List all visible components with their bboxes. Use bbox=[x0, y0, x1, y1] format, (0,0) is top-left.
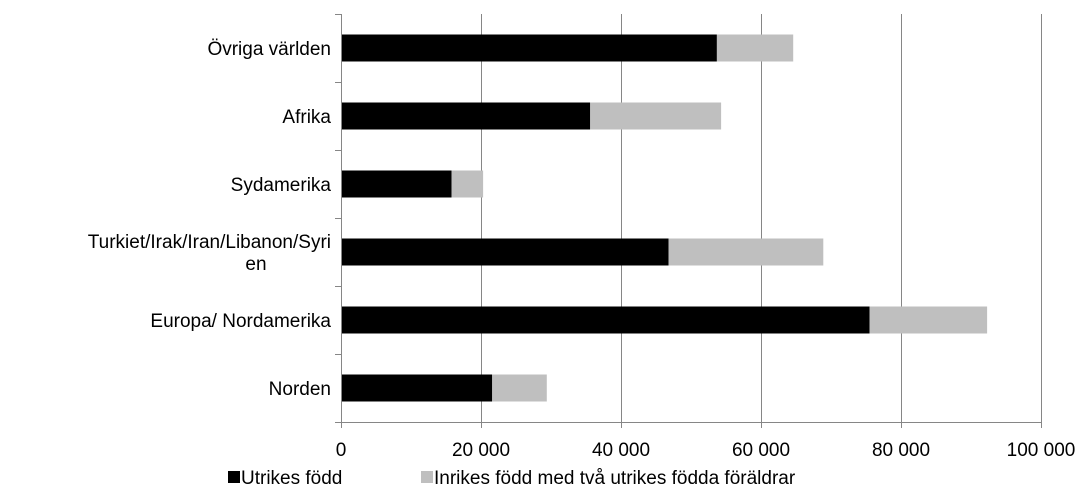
bar-inrikes-fodd bbox=[451, 170, 484, 198]
bar-inrikes-fodd bbox=[716, 34, 794, 62]
gridlines bbox=[481, 14, 1042, 422]
x-tick-label: 100 000 bbox=[1007, 440, 1076, 461]
bar-inrikes-fodd bbox=[492, 374, 547, 402]
axes bbox=[335, 14, 1042, 428]
category-label: Sydamerika bbox=[231, 175, 332, 196]
x-tick-label: 60 000 bbox=[732, 440, 790, 461]
bar-inrikes-fodd bbox=[590, 102, 722, 130]
x-tick-label: 80 000 bbox=[872, 440, 930, 461]
bar-utrikes-fodd bbox=[341, 34, 717, 62]
x-tick-label: 20 000 bbox=[452, 440, 510, 461]
category-label: Europa/ Nordamerika bbox=[150, 311, 331, 332]
category-label: Afrika bbox=[282, 107, 331, 128]
bar-utrikes-fodd bbox=[341, 306, 870, 334]
bar-utrikes-fodd bbox=[341, 238, 669, 266]
bars bbox=[341, 34, 988, 402]
category-label: Turkiet/Irak/Iran/Libanon/Syri bbox=[88, 232, 331, 253]
bar-utrikes-fodd bbox=[341, 374, 493, 402]
legend-swatch-utrikes-fodd bbox=[228, 471, 240, 483]
category-label: en bbox=[245, 254, 266, 275]
category-label: Övriga världen bbox=[207, 39, 331, 60]
legend-label-inrikes-fodd: Inrikes född med två utrikes födda föräl… bbox=[434, 468, 796, 489]
legend-label-utrikes-fodd: Utrikes född bbox=[241, 468, 342, 489]
bar-utrikes-fodd bbox=[341, 170, 452, 198]
category-labels: Övriga världen Afrika Sydamerika Turkiet/Ir… bbox=[88, 39, 332, 400]
legend: Utrikes född Inrikes född med två utrikes… bbox=[228, 468, 796, 489]
category-label: Norden bbox=[269, 379, 331, 400]
bar-utrikes-fodd bbox=[341, 102, 591, 130]
x-tick-labels: 0 20 000 40 000 60 000 80 000 100 000 bbox=[336, 440, 1076, 461]
legend-swatch-inrikes-fodd bbox=[421, 471, 433, 483]
x-tick-label: 0 bbox=[336, 440, 347, 461]
x-tick-label: 40 000 bbox=[592, 440, 650, 461]
bar-inrikes-fodd bbox=[668, 238, 824, 266]
bar-inrikes-fodd bbox=[869, 306, 988, 334]
